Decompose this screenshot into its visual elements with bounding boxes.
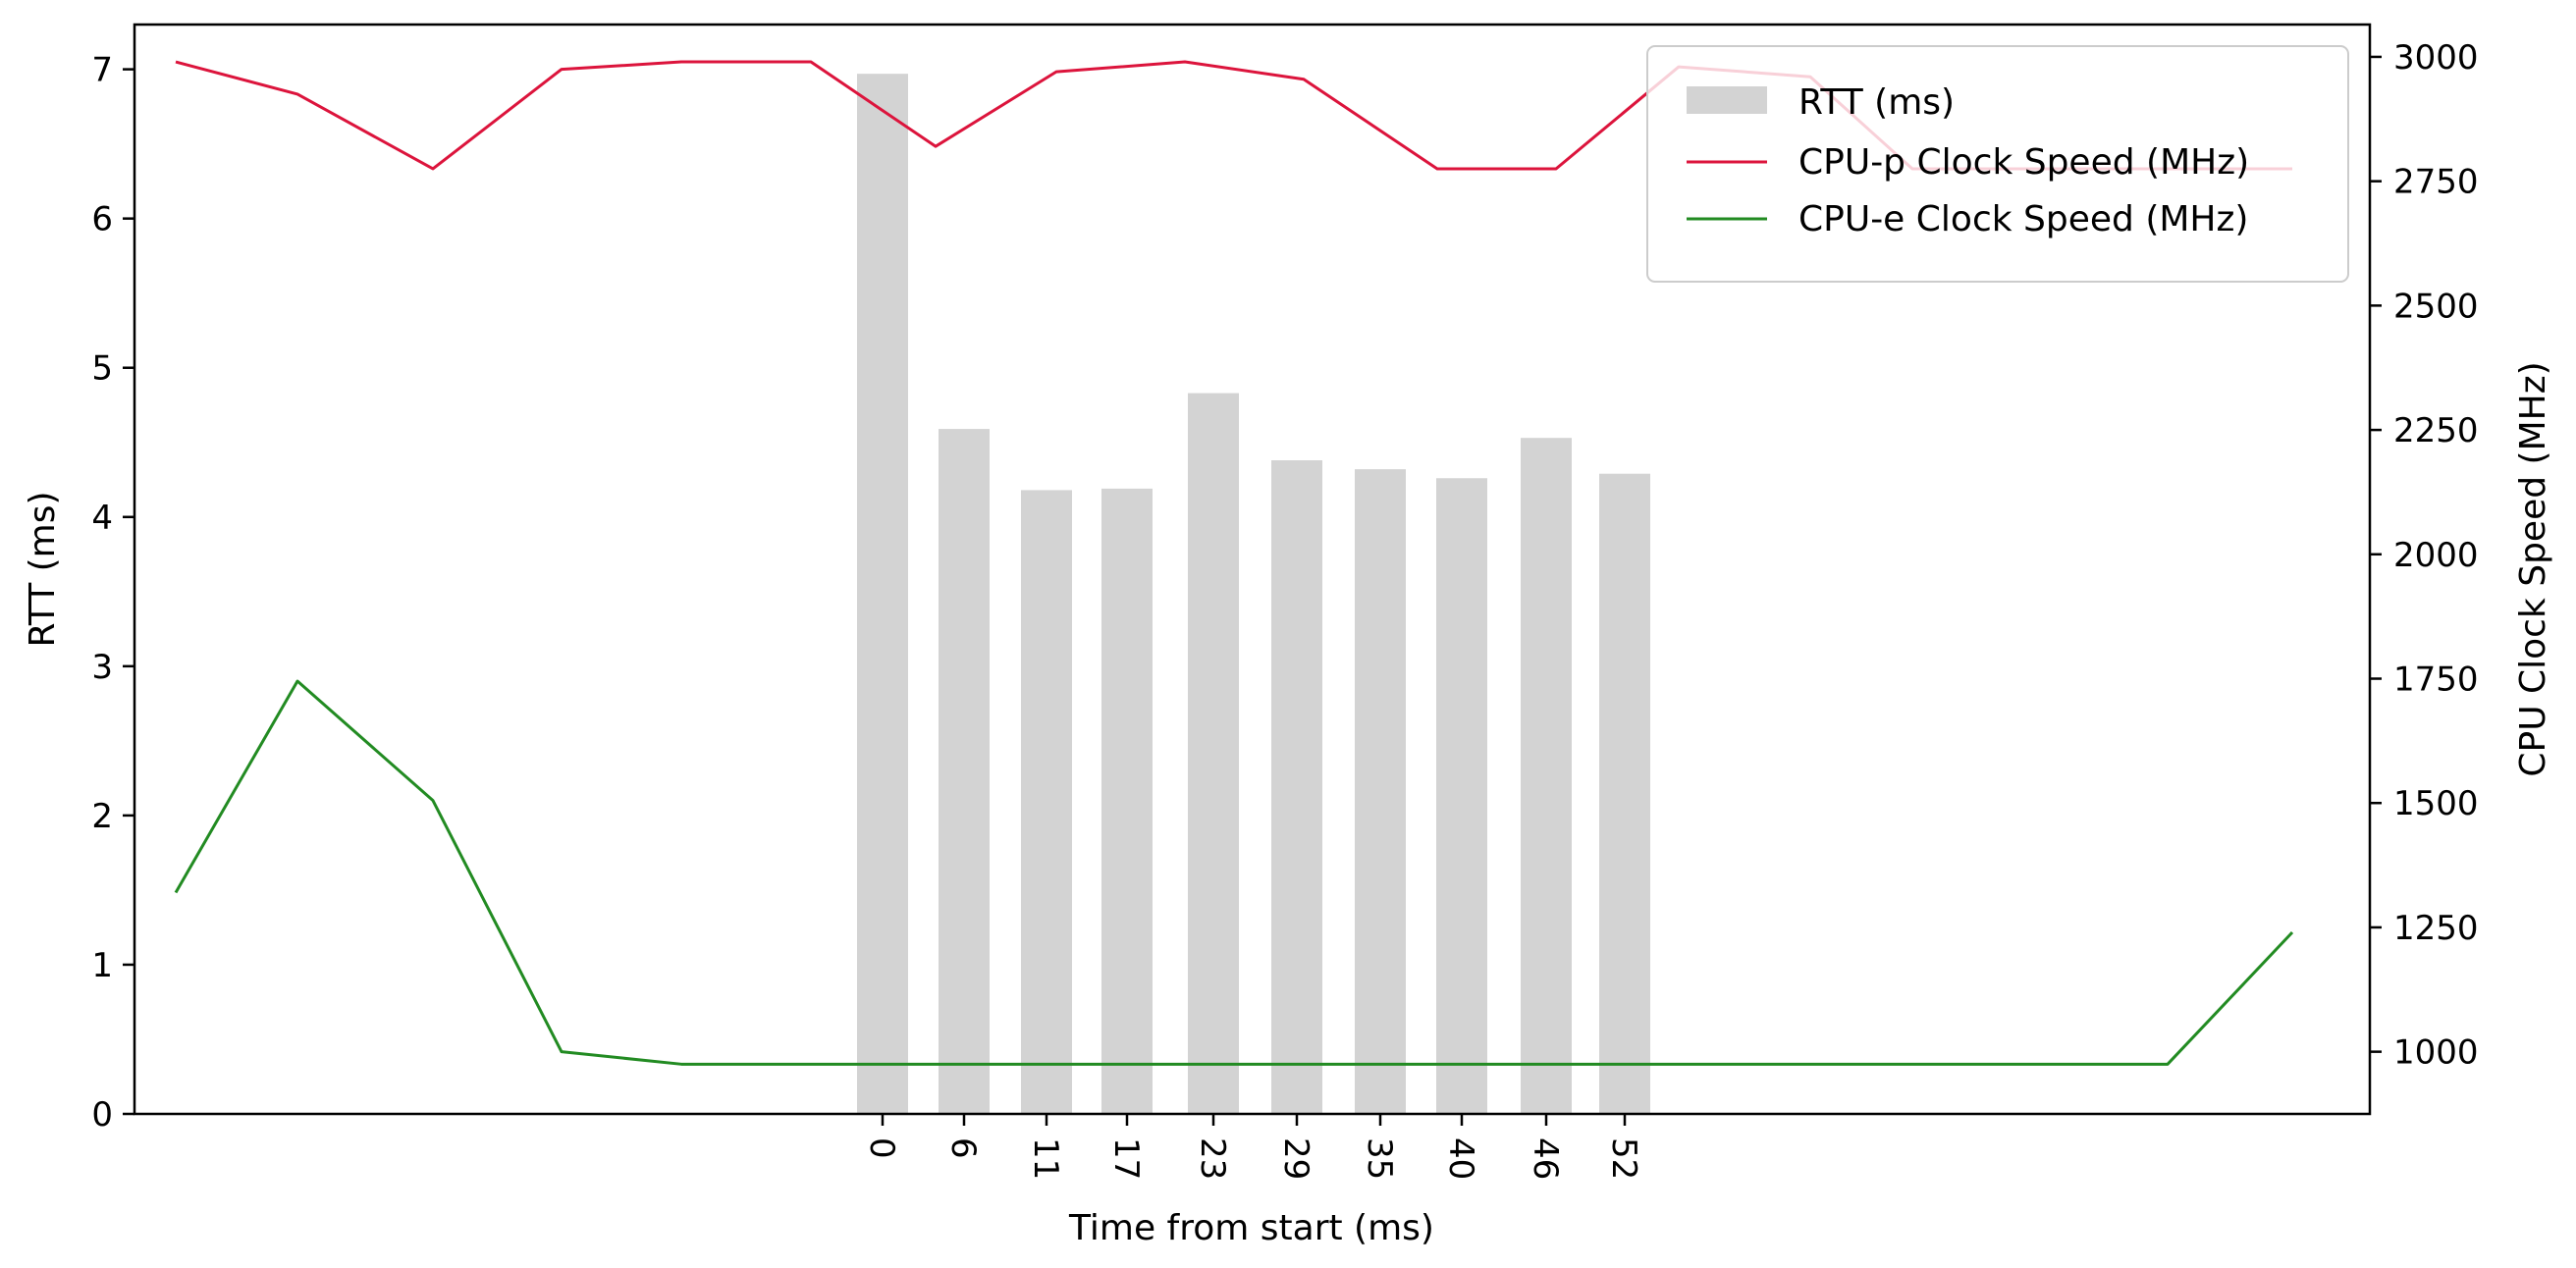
rtt-bar bbox=[1436, 478, 1487, 1114]
x-tick-label: 6 bbox=[943, 1137, 983, 1159]
right-tick-label: 1000 bbox=[2393, 1033, 2479, 1073]
right-tick-label: 2750 bbox=[2393, 163, 2479, 202]
x-tick-label: 40 bbox=[1441, 1137, 1480, 1180]
right-tick-label: 2000 bbox=[2393, 536, 2479, 575]
left-tick-label: 1 bbox=[91, 946, 113, 985]
cpu-e-line bbox=[174, 679, 2294, 1066]
right-tick-label: 1250 bbox=[2393, 909, 2479, 948]
legend-swatch-rtt bbox=[1687, 86, 1767, 114]
rtt-bar bbox=[1599, 473, 1650, 1114]
x-tick-label: 29 bbox=[1276, 1137, 1315, 1180]
legend-frame bbox=[1646, 45, 2349, 283]
x-tick-label: 11 bbox=[1026, 1137, 1065, 1180]
right-tick-label: 1750 bbox=[2393, 660, 2479, 700]
right-tick-label: 2500 bbox=[2393, 287, 2479, 326]
left-tick-label: 0 bbox=[91, 1095, 113, 1135]
right-axis-label: CPU Clock Speed (MHz) bbox=[2513, 361, 2553, 776]
rtt-bar bbox=[857, 74, 908, 1114]
right-tick-label: 2250 bbox=[2393, 411, 2479, 450]
rtt-bar bbox=[939, 429, 990, 1114]
plot-frame bbox=[133, 23, 2372, 1116]
left-tick-label: 7 bbox=[91, 51, 113, 90]
right-axis-ticks: 1000 1250 1500 1750 2000 2250 2500 2750 3000 bbox=[2370, 38, 2479, 1073]
left-tick-label: 5 bbox=[91, 349, 113, 389]
left-tick-label: 2 bbox=[91, 797, 113, 836]
rtt-bar bbox=[1355, 469, 1406, 1114]
left-tick-label: 4 bbox=[91, 499, 113, 538]
x-tick-label: 46 bbox=[1526, 1137, 1565, 1180]
rtt-bar bbox=[1101, 488, 1153, 1115]
x-axis-label: Time from start (ms) bbox=[1068, 1208, 1434, 1248]
legend-label-cpu-e: CPU-e Clock Speed (MHz) bbox=[1798, 199, 2248, 239]
x-tick-label: 52 bbox=[1604, 1137, 1643, 1180]
legend-label-rtt: RTT (ms) bbox=[1798, 82, 1955, 123]
rtt-bar bbox=[1271, 460, 1322, 1114]
left-axis-ticks: 0 1 2 3 4 5 6 7 bbox=[91, 51, 134, 1135]
rtt-bars bbox=[857, 74, 1650, 1115]
x-tick-label: 17 bbox=[1106, 1137, 1146, 1180]
x-tick-label: 23 bbox=[1193, 1137, 1232, 1180]
left-axis-label: RTT (ms) bbox=[23, 491, 63, 647]
legend: RTT (ms) CPU-p Clock Speed (MHz) CPU-e C… bbox=[1646, 45, 2349, 283]
right-tick-label: 3000 bbox=[2393, 38, 2479, 78]
right-tick-label: 1500 bbox=[2393, 784, 2479, 823]
x-tick-label: 0 bbox=[862, 1137, 901, 1159]
left-tick-label: 6 bbox=[91, 200, 113, 239]
rtt-bar bbox=[1021, 490, 1072, 1114]
rtt-bar bbox=[1188, 393, 1239, 1115]
x-axis-ticks: 0 6 11 17 23 29 35 40 46 52 bbox=[862, 1114, 1643, 1180]
rtt-bar bbox=[1521, 438, 1572, 1114]
left-tick-label: 3 bbox=[91, 648, 113, 687]
legend-label-cpu-p: CPU-p Clock Speed (MHz) bbox=[1798, 142, 2249, 183]
x-tick-label: 35 bbox=[1360, 1137, 1399, 1180]
